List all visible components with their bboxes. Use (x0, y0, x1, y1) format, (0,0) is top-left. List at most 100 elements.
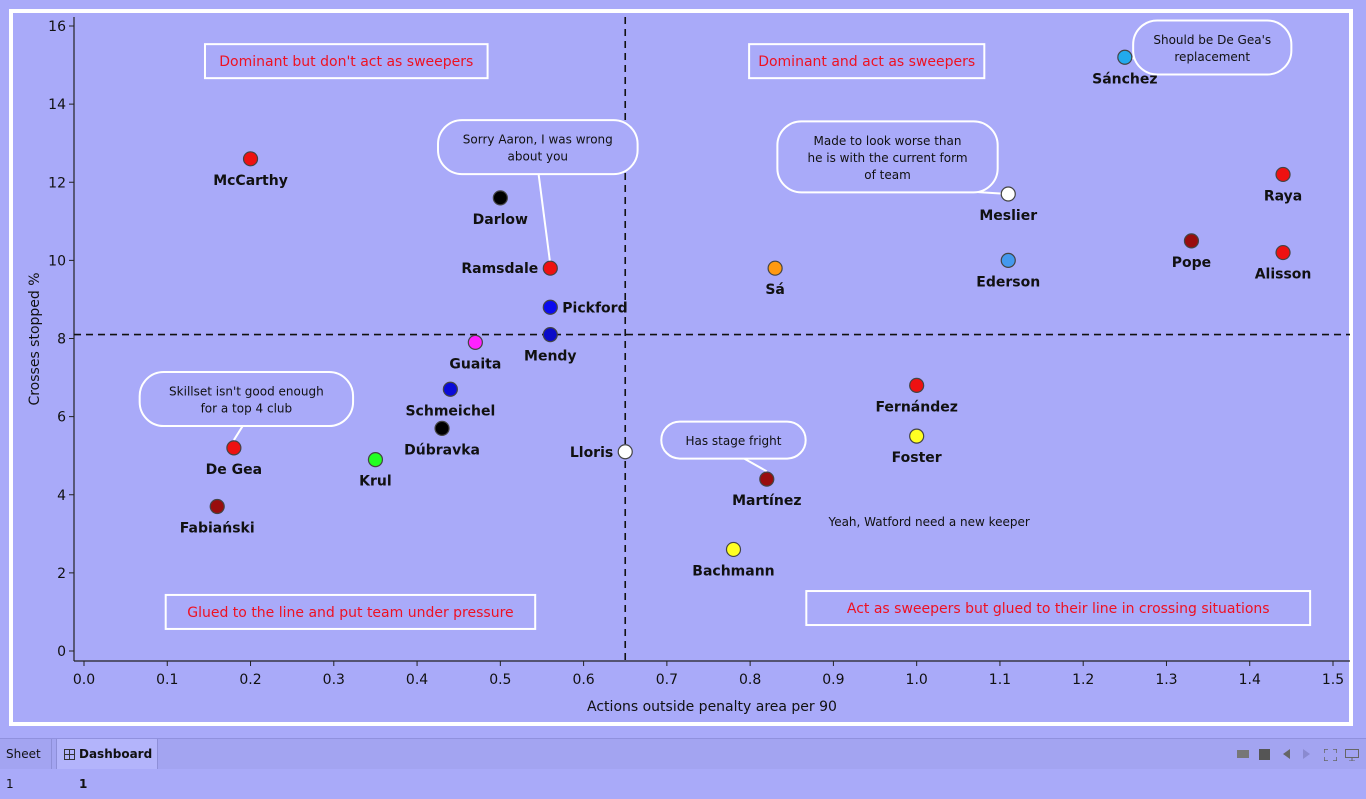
data-label: Sánchez (1092, 71, 1157, 87)
x-tick-label: 0.9 (822, 672, 844, 688)
x-tick-label: 0.2 (239, 672, 261, 688)
y-tick-label: 14 (48, 97, 66, 113)
scatter-chart: 0.0 0.1 0.2 0.3 0.4 0.5 0.6 0.7 0.8 0.9 1.0 1.1 1.2 1… (27, 17, 1350, 715)
x-tick-label: 1.2 (1072, 672, 1094, 688)
tab-sheet-1[interactable]: Sheet 1 (0, 739, 52, 791)
callout-text: Skillset isn't good enough (169, 385, 324, 399)
x-tick-label: 0.8 (739, 672, 761, 688)
callout-text: Should be De Gea's (1153, 33, 1271, 47)
data-label: Sá (765, 282, 785, 298)
data-label: Lloris (570, 445, 613, 461)
data-point (759, 471, 775, 487)
data-label: Bachmann (692, 563, 774, 579)
data-label: Schmeichel (405, 403, 495, 419)
callout-text: he is with the current form (807, 151, 967, 165)
y-tick-label: 2 (57, 566, 66, 582)
data-point (617, 444, 633, 460)
data-label: Mendy (524, 349, 577, 365)
data-label: Guaita (449, 356, 501, 372)
data-point (1117, 49, 1133, 65)
data-point (1275, 166, 1291, 183)
data-point (367, 451, 384, 468)
x-tick-label: 0.3 (323, 672, 345, 688)
x-tick-label: 0.7 (656, 672, 678, 688)
data-label: Dúbravka (404, 442, 480, 458)
x-tick-label: 0.0 (73, 672, 95, 688)
data-point (909, 428, 925, 444)
x-tick-label: 1.4 (1239, 672, 1261, 688)
quadrant-label: Dominant but don't act as sweepers (219, 54, 473, 70)
data-point (1183, 233, 1200, 249)
quadrant-label: Dominant and act as sweepers (758, 54, 975, 70)
dashboard-grid-icon (64, 749, 75, 760)
tab-dashboard-1[interactable]: Dashboard 1 (56, 739, 158, 791)
x-tick-label: 0.4 (406, 672, 428, 688)
tab-dashboard-1-label: Dashboard 1 (79, 747, 153, 791)
data-point (1000, 252, 1016, 268)
callout-bubble (138, 371, 355, 428)
data-label: Martínez (732, 493, 801, 509)
dashboard-frame (9, 9, 1353, 726)
x-tick-label: 1.3 (1155, 672, 1177, 688)
callout-text: Has stage fright (685, 434, 781, 448)
y-tick-label: 10 (48, 253, 66, 269)
callout-text: replacement (1174, 50, 1250, 64)
x-tick-label: 0.1 (156, 672, 178, 688)
data-label: Raya (1264, 188, 1302, 204)
x-tick-label: 0.5 (489, 672, 511, 688)
data-label: Ramsdale (461, 261, 538, 277)
data-point (492, 190, 508, 206)
data-label: Ederson (976, 274, 1040, 290)
x-tick-label: 0.6 (572, 672, 594, 688)
data-point (434, 420, 450, 436)
data-label: McCarthy (213, 173, 288, 189)
callout-text: Made to look worse than (814, 134, 962, 148)
callout-bubble (776, 120, 999, 194)
data-label: De Gea (206, 462, 262, 478)
data-point (1000, 186, 1016, 202)
data-label: Darlow (473, 212, 528, 228)
tab-bar: Sheet 1 Dashboard 1 (0, 738, 1366, 791)
callout-bubble (660, 420, 807, 460)
data-label: Pope (1172, 255, 1211, 271)
data-point (1275, 244, 1291, 261)
data-point (242, 151, 259, 167)
data-label: Alisson (1255, 267, 1312, 283)
x-tick-label: 1.0 (906, 672, 928, 688)
callout-bubble (437, 119, 639, 176)
data-point (725, 541, 742, 558)
data-point (542, 299, 558, 315)
callout-pointer (536, 167, 552, 265)
quadrant-label: Act as sweepers but glued to their line … (847, 601, 1270, 617)
y-tick-label: 0 (57, 644, 66, 660)
filmstrip-icon[interactable] (1259, 749, 1270, 760)
show-sheets-icon[interactable] (1237, 749, 1249, 759)
y-axis-label: Crosses stopped % (27, 272, 43, 405)
data-point (209, 498, 225, 515)
data-point (442, 381, 458, 397)
data-label: Foster (892, 450, 942, 466)
next-sheet-icon[interactable] (1303, 749, 1311, 759)
annotation-text: Yeah, Watford need a new keeper (827, 515, 1029, 529)
quadrant-label: Glued to the line and put team under pre… (187, 605, 513, 621)
y-tick-label: 6 (57, 410, 66, 426)
x-tick-label: 1.1 (989, 672, 1011, 688)
quadrant-label-box (748, 43, 986, 80)
callout-bubble (1132, 19, 1293, 76)
quadrant-label-box (805, 590, 1312, 627)
presentation-icon[interactable] (1345, 749, 1359, 761)
data-point (542, 260, 558, 276)
data-label: Pickford (562, 300, 627, 316)
y-tick-label: 12 (48, 175, 66, 191)
prev-sheet-icon[interactable] (1283, 749, 1291, 759)
callout-text: Sorry Aaron, I was wrong (463, 133, 613, 147)
data-point (467, 334, 483, 351)
quadrant-label-box (203, 43, 489, 80)
data-point (909, 377, 925, 393)
y-tick-label: 4 (57, 488, 66, 504)
data-point (542, 326, 558, 343)
y-tick-label: 8 (57, 332, 66, 348)
fullscreen-icon[interactable] (1324, 749, 1337, 761)
callout-text: for a top 4 club (201, 402, 293, 416)
data-label: Fernández (875, 399, 957, 415)
